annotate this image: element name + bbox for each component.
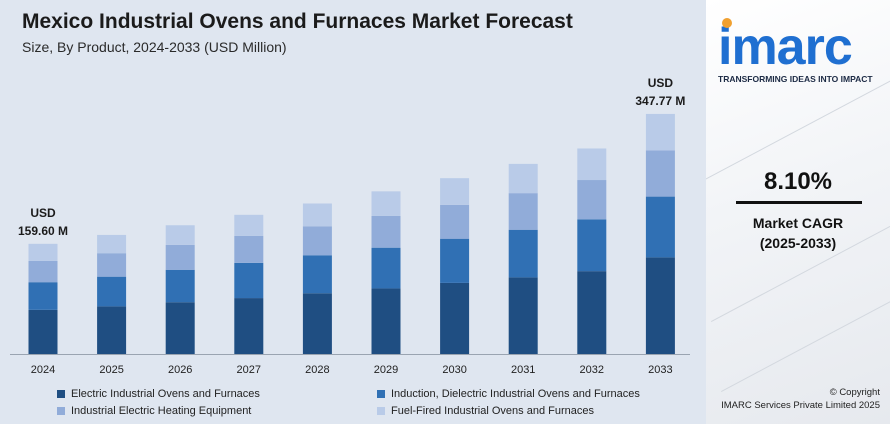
bar-2031-series-4 — [508, 163, 538, 194]
bar-2030-series-4 — [440, 178, 470, 205]
legend-label-induction: Induction, Dielectric Industrial Ovens a… — [391, 388, 640, 400]
bar-2024-series-3 — [28, 260, 58, 283]
legend-swatch-electric — [57, 390, 65, 398]
bar-2033-series-4 — [645, 113, 675, 151]
legend-swatch-induction — [377, 390, 385, 398]
bar-2032-series-1 — [577, 271, 607, 354]
cagr-label: Market CAGR (2025-2033) — [706, 213, 890, 253]
bar-2030-series-1 — [440, 282, 470, 354]
x-tick-label-2032: 2032 — [580, 364, 604, 376]
bar-2025-series-1 — [97, 306, 127, 354]
cagr-divider — [736, 201, 862, 204]
legend-item-induction: Induction, Dielectric Industrial Ovens a… — [377, 388, 640, 400]
logo-wordmark: imarc — [718, 18, 853, 76]
legend-label-fuel: Fuel-Fired Industrial Ovens and Furnaces — [391, 405, 594, 417]
bar-2027-series-2 — [234, 262, 264, 299]
bar-2029-series-1 — [371, 288, 401, 354]
bar-2026-series-2 — [165, 269, 195, 303]
legend-label-heating: Industrial Electric Heating Equipment — [71, 405, 252, 417]
copyright-line1: © Copyright — [829, 387, 880, 398]
x-tick-label-2028: 2028 — [305, 364, 329, 376]
x-tick-label-2029: 2029 — [374, 364, 398, 376]
bar-2027-series-4 — [234, 214, 264, 236]
bar-2025-series-4 — [97, 234, 127, 254]
data-label-2033-line1: USD — [648, 76, 674, 90]
bar-2032-series-2 — [577, 219, 607, 272]
bar-2033-series-3 — [645, 150, 675, 197]
bar-2024-series-4 — [28, 243, 58, 261]
bar-2030-series-3 — [440, 204, 470, 239]
cagr-value: 8.10% — [763, 168, 833, 195]
legend-swatch-fuel — [377, 407, 385, 415]
bar-2031-series-1 — [508, 277, 538, 354]
bar-2029-series-3 — [371, 215, 401, 248]
bar-2029-series-4 — [371, 191, 401, 216]
data-label-2024-line2: 159.60 M — [18, 224, 68, 238]
copyright-line2: IMARC Services Private Limited 2025 — [721, 400, 880, 411]
bar-2033-series-2 — [645, 196, 675, 258]
x-tick-label-2033: 2033 — [648, 364, 672, 376]
legend-swatch-heating — [57, 407, 65, 415]
bar-2025-series-3 — [97, 253, 127, 277]
bar-2032-series-3 — [577, 180, 607, 220]
legend-item-heating: Industrial Electric Heating Equipment — [57, 405, 251, 417]
legend-item-electric: Electric Industrial Ovens and Furnaces — [57, 388, 260, 400]
copyright: © Copyright IMARC Services Private Limit… — [721, 386, 880, 412]
bar-2028-series-3 — [302, 226, 332, 256]
chart-subtitle: Size, By Product, 2024-2033 (USD Million… — [22, 39, 287, 55]
chart-title: Mexico Industrial Ovens and Furnaces Mar… — [22, 10, 573, 33]
bar-2028-series-1 — [302, 293, 332, 354]
chart-plot: 2024 2025 2026 2027 2028 2029 2030 2031 2032 2033… — [10, 76, 690, 376]
bar-2026-series-1 — [165, 302, 195, 354]
bar-2026-series-3 — [165, 244, 195, 270]
bar-2029-series-2 — [371, 247, 401, 289]
legend-item-fuel: Fuel-Fired Industrial Ovens and Furnaces — [377, 405, 594, 417]
imarc-logo: imarc TRANSFORMING IDEAS INTO IMPACT — [718, 18, 886, 84]
bar-2031-series-3 — [508, 193, 538, 230]
bar-2032-series-4 — [577, 148, 607, 181]
legend-label-electric: Electric Industrial Ovens and Furnaces — [71, 388, 260, 400]
chart-panel: Mexico Industrial Ovens and Furnaces Mar… — [0, 0, 706, 424]
logo-tagline: TRANSFORMING IDEAS INTO IMPACT — [718, 74, 873, 84]
logo-dot-icon — [722, 18, 732, 28]
side-panel: imarc TRANSFORMING IDEAS INTO IMPACT 8.1… — [706, 0, 890, 424]
bar-2026-series-4 — [165, 225, 195, 245]
data-label-2024-line1: USD — [30, 206, 56, 220]
bar-2030-series-2 — [440, 238, 470, 283]
data-label-2033-line2: 347.77 M — [635, 94, 685, 108]
x-tick-label-2031: 2031 — [511, 364, 535, 376]
bar-2028-series-2 — [302, 255, 332, 294]
bar-2024-series-2 — [28, 282, 58, 310]
x-tick-label-2025: 2025 — [99, 364, 123, 376]
x-tick-label-2030: 2030 — [442, 364, 466, 376]
x-tick-label-2024: 2024 — [31, 364, 55, 376]
cagr-label-line1: Market CAGR — [752, 215, 844, 231]
bar-2028-series-4 — [302, 203, 332, 227]
bar-2031-series-2 — [508, 229, 538, 278]
bar-2027-series-1 — [234, 298, 264, 354]
x-tick-label-2026: 2026 — [168, 364, 192, 376]
cagr-label-line2: (2025-2033) — [759, 235, 837, 251]
bar-2024-series-1 — [28, 309, 58, 354]
bar-2027-series-3 — [234, 235, 264, 263]
bar-2033-series-1 — [645, 257, 675, 354]
chart-legend: Electric Industrial Ovens and Furnaces I… — [57, 386, 697, 422]
x-tick-label-2027: 2027 — [237, 364, 261, 376]
bar-2025-series-2 — [97, 276, 127, 307]
